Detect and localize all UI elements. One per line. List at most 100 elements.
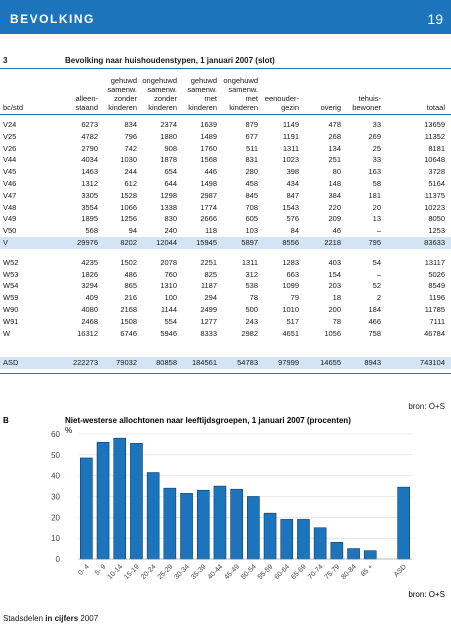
x-tick-label: 85 +: [360, 563, 375, 578]
table-cell: 268: [328, 131, 341, 141]
table-cell: 33: [372, 120, 381, 129]
row-highlight: [0, 237, 451, 249]
x-tick-label: 30-34: [173, 563, 191, 581]
table-cell: 1149: [282, 120, 299, 129]
table-cell: 908: [164, 143, 177, 153]
row-label: W54: [3, 281, 19, 291]
table-cell: 1502: [120, 257, 137, 267]
column-header: bc/std: [3, 103, 24, 112]
y-axis-label: %: [65, 426, 72, 435]
table-cell: –: [376, 269, 381, 279]
footer-text: in cijfers: [45, 614, 79, 623]
table-cell: 708: [245, 202, 258, 212]
table-cell: 568: [85, 226, 98, 236]
bar: [213, 485, 227, 560]
table-cell: 154: [328, 269, 341, 279]
table-cell: 20: [372, 202, 381, 212]
table-cell: 269: [368, 131, 381, 141]
table-cell: –: [376, 226, 381, 236]
table-cell: 14655: [320, 358, 341, 368]
table-cell: 677: [245, 131, 258, 141]
table-cell: 220: [328, 202, 341, 212]
table-cell: 79032: [116, 358, 137, 368]
x-tick-label: 75-79: [324, 563, 342, 581]
table-cell: 1298: [160, 190, 177, 200]
table-cell: 16312: [77, 328, 98, 338]
column-header: gehuwd samenw. zonder kinderen: [107, 76, 137, 112]
x-tick-label: 40-44: [207, 563, 225, 581]
table-cell: 8333: [200, 328, 217, 338]
table-cell: 1508: [120, 316, 137, 326]
table-cell: 2468: [81, 316, 98, 326]
row-label: V47: [3, 190, 17, 200]
table-cell: 2: [376, 293, 381, 303]
table-cell: 3305: [81, 190, 98, 200]
table-cell: 8549: [428, 281, 445, 291]
column-header: tehuis-bewoner: [352, 94, 381, 112]
table-cell: 58: [372, 179, 381, 188]
table-cell: 100: [164, 293, 177, 303]
table-cell: 830: [164, 214, 177, 224]
table-cell: 1312: [81, 179, 98, 188]
row-label: ASD: [3, 358, 19, 368]
table-cell: 554: [164, 316, 177, 326]
table-cell: 5946: [160, 328, 177, 338]
table-cell: 4034: [81, 155, 98, 165]
table-cell: 181: [368, 190, 381, 200]
table-cell: 54783: [237, 358, 258, 368]
table-cell: 46784: [424, 328, 445, 338]
table-cell: 3728: [428, 167, 445, 177]
table-cell: 644: [164, 179, 177, 188]
table-cell: 1463: [81, 167, 98, 177]
x-tick-label: 5- 9: [94, 563, 108, 577]
row-label: V45: [3, 167, 17, 177]
table-cell: 84: [290, 226, 299, 236]
table-cell: 478: [328, 120, 341, 129]
table-cell: 11352: [424, 131, 445, 141]
x-tick-label: 20-24: [140, 563, 158, 581]
table-source: bron: O+S: [408, 402, 445, 411]
chart: B Niet-westerse allochtonen naar leeftijd…: [3, 416, 445, 599]
table-cell: 103: [245, 226, 258, 236]
table-cell: 831: [245, 155, 258, 165]
footer: Stadsdelen in cijfers 2007: [3, 614, 98, 623]
bar: [196, 489, 210, 560]
bar: [80, 457, 93, 560]
table-cell: 18: [332, 293, 341, 303]
table-rule: [0, 373, 451, 375]
table-cell: 29976: [77, 238, 98, 247]
bar: [113, 437, 127, 560]
table-cell: 2218: [324, 238, 341, 247]
table-cell: 1144: [160, 305, 177, 314]
table-cell: 134: [328, 143, 341, 153]
table-cell: 7111: [429, 316, 445, 326]
table-cell: 33: [372, 155, 381, 165]
table-cell: 2251: [200, 257, 217, 267]
table-cell: 398: [286, 167, 299, 177]
table-cell: 80858: [156, 358, 177, 368]
bar: [363, 550, 377, 560]
x-tick-label: 10-14: [107, 563, 125, 581]
table-cell: 8050: [428, 214, 445, 224]
bar: [180, 493, 193, 560]
table-cell: 203: [328, 281, 341, 291]
table-cell: 1187: [200, 281, 217, 291]
table-cell: 1880: [160, 131, 177, 141]
table-cell: 1568: [200, 155, 217, 165]
row-label: V44: [3, 155, 17, 165]
table-cell: 1878: [160, 155, 177, 165]
table-cell: 13659: [424, 120, 445, 129]
table-cell: 466: [368, 316, 381, 326]
table-cell: 78: [249, 293, 258, 303]
bar: [313, 527, 327, 560]
table-cell: 1528: [120, 190, 137, 200]
table-cell: 1253: [428, 226, 445, 236]
table-cell: 8943: [364, 358, 381, 368]
table-cell: 845: [245, 190, 258, 200]
table-cell: 244: [124, 167, 137, 177]
bar: [347, 548, 360, 560]
table-cell: 46: [332, 226, 341, 236]
footer-text: 2007: [80, 614, 99, 623]
table-cell: 511: [246, 143, 258, 153]
table-cell: 2790: [81, 143, 98, 153]
